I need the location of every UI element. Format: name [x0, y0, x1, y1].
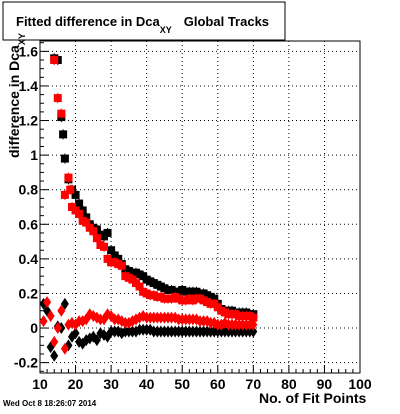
x-tick-label: 40 [139, 376, 155, 392]
data-point-diamond [43, 296, 52, 309]
data-point-square [66, 185, 75, 194]
data-point-diamond [53, 322, 62, 335]
data-point-diamond [71, 327, 80, 340]
y-tick-label: 0.4 [19, 251, 39, 267]
x-tick-label: 30 [103, 376, 119, 392]
data-point-square [71, 190, 80, 199]
y-axis-title-main: difference in Dca [6, 45, 22, 158]
data-point-square [64, 173, 73, 182]
y-tick-label: 0.6 [19, 216, 39, 232]
data-point-square [75, 209, 84, 218]
data-point-diamond [60, 342, 69, 355]
data-point-square [103, 228, 112, 237]
data-point-square [60, 154, 69, 163]
data-point-diamond [249, 325, 258, 338]
y-tick-label: 0.2 [19, 285, 39, 301]
data-point-square [117, 261, 126, 270]
data-point-diamond [39, 315, 48, 328]
timestamp: Wed Oct 8 18:26:07 2014 [3, 399, 97, 408]
data-point-square [100, 242, 108, 251]
x-tick-label: 100 [348, 376, 372, 392]
data-point-square [53, 94, 62, 103]
data-point-square [82, 218, 91, 227]
x-tick-label: 80 [281, 376, 297, 392]
data-point-square [92, 234, 101, 243]
data-point-square [59, 130, 68, 139]
data-point-square [210, 294, 219, 303]
title-main: Fitted difference in Dca [16, 14, 161, 29]
series-2 [39, 297, 258, 362]
data-point-diamond [46, 309, 55, 322]
data-point-square [249, 313, 258, 322]
data-marks [39, 53, 258, 362]
y-tick-label: 0.8 [19, 182, 39, 198]
x-tick-label: 90 [317, 376, 333, 392]
data-point-square [135, 282, 144, 291]
x-tick-label: 10 [32, 376, 48, 392]
data-point-square [75, 199, 84, 208]
y-tick-label: 1.4 [19, 78, 39, 94]
x-tick-label: 70 [246, 376, 262, 392]
y-tick-label: 1 [30, 147, 38, 163]
axis-ticks [39, 42, 361, 373]
data-point-diamond [57, 304, 66, 317]
y-axis-title: difference in DcaXY [6, 33, 27, 158]
series-0 [50, 53, 258, 320]
y-tick-label: -0.2 [14, 355, 38, 371]
y-axis-title-subscript: XY [17, 33, 27, 45]
data-point-diamond [249, 318, 258, 331]
data-point-square [57, 109, 66, 118]
data-point-diamond [50, 335, 59, 348]
data-point-square [107, 246, 116, 255]
data-point-square [60, 190, 69, 199]
series-3 [39, 296, 258, 355]
x-tick-label: 50 [174, 376, 190, 392]
x-tick-labels: 10 20 30 40 50 60 70 80 90 100 [32, 376, 372, 392]
title-frame [2, 1, 286, 41]
x-tick-label: 60 [210, 376, 226, 392]
data-point-diamond [92, 334, 101, 347]
title-box: Fitted difference in DcaXY Global Tracks [2, 1, 286, 41]
y-tick-label: 1.2 [19, 113, 39, 129]
x-tick-label: 20 [68, 376, 84, 392]
y-tick-labels: -0.2 0 0.2 0.4 0.6 0.8 1 1.2 1.4 1.6 [14, 43, 38, 370]
data-point-diamond [60, 297, 69, 310]
title-subscript: XY [160, 25, 172, 35]
data-point-square [89, 227, 98, 236]
data-point-square [50, 56, 59, 65]
y-tick-label: 1.6 [19, 43, 39, 59]
x-axis-title: No. of Fit Points [259, 390, 367, 406]
title-tail: Global Tracks [184, 14, 269, 29]
data-point-diamond [50, 349, 59, 362]
y-tick-label: 0 [30, 320, 38, 336]
chart-title: Fitted difference in DcaXY Global Tracks [16, 14, 269, 35]
